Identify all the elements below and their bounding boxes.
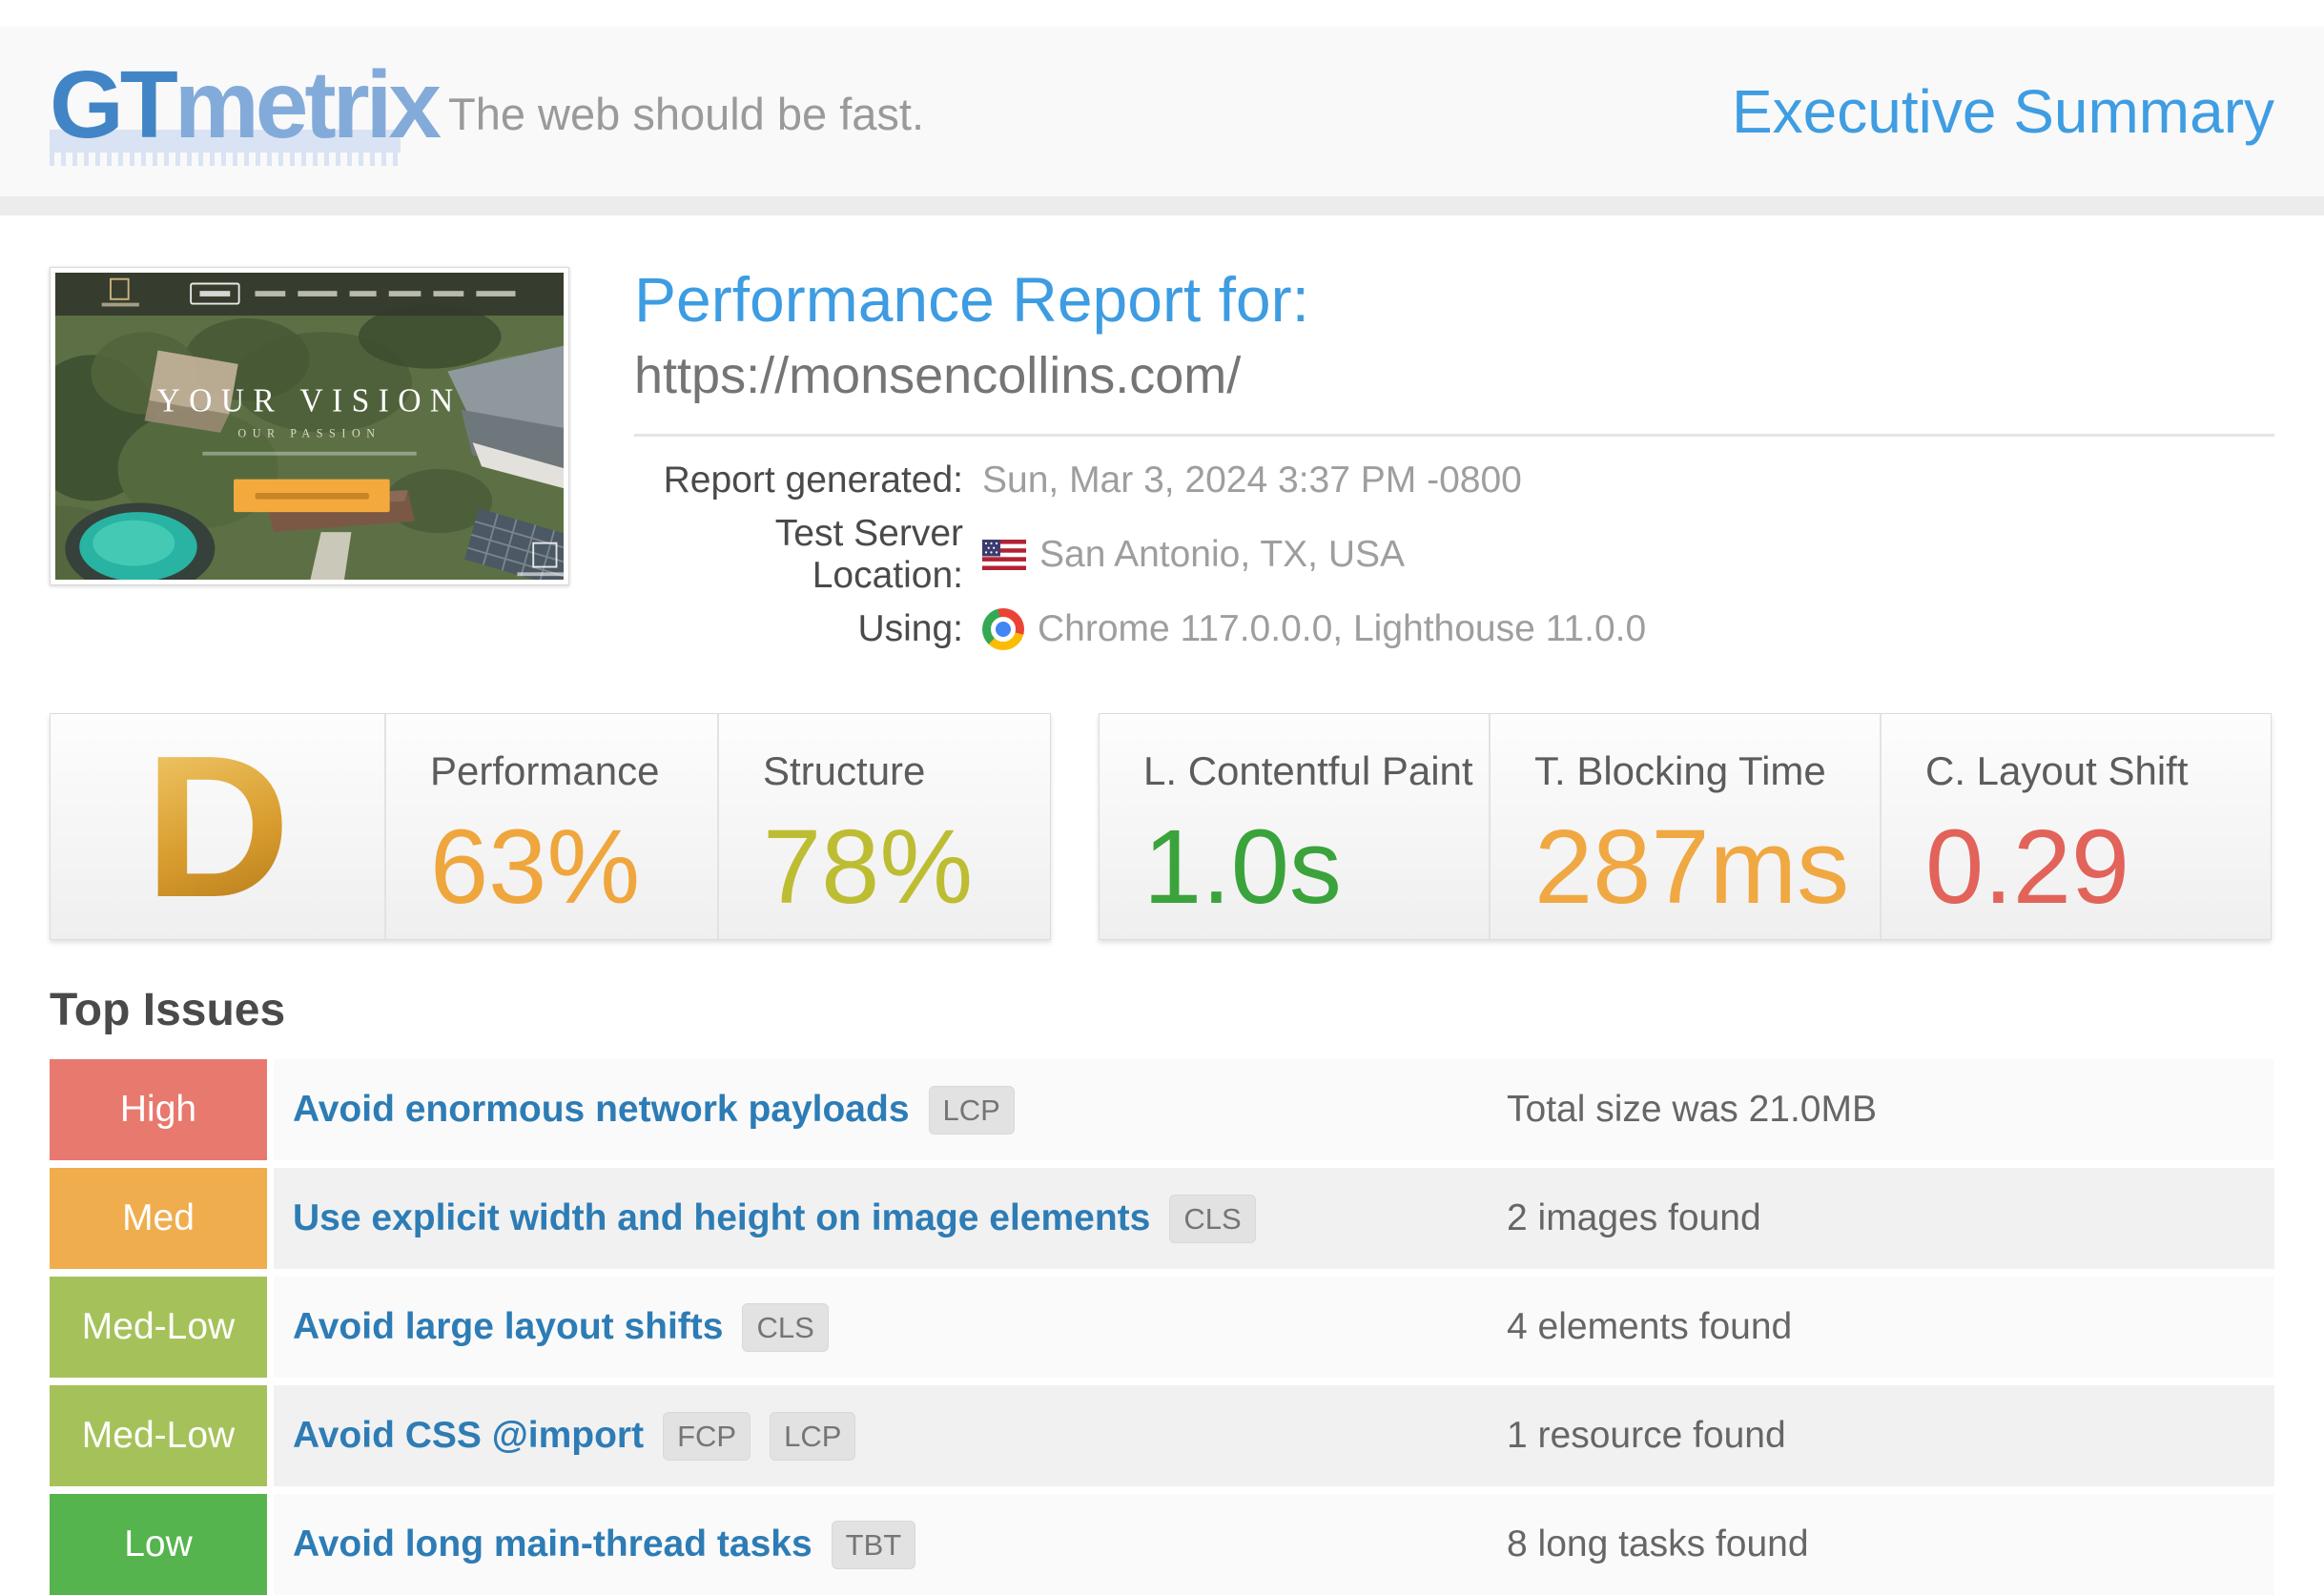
chrome-icon — [982, 608, 1024, 651]
structure-score: Structure 78% — [717, 714, 1050, 940]
metric-tag: LCP — [770, 1411, 856, 1461]
issue-title-link[interactable]: Use explicit width and height on image e… — [293, 1197, 1151, 1239]
grade-cell: D — [51, 714, 384, 939]
issue-row: Low Avoid long main-thread tasks TBT 8 l… — [50, 1494, 2274, 1595]
page-title: Executive Summary — [1731, 77, 2274, 146]
severity-badge: Med — [50, 1168, 267, 1270]
site-thumbnail: YOUR VISION OUR PASSION — [50, 267, 569, 585]
performance-score: Performance 63% — [384, 714, 717, 940]
vital-cls: C. Layout Shift 0.29 — [1880, 714, 2271, 940]
executive-summary-page: GTmetrix The web should be fast. Executi… — [0, 27, 2324, 1595]
issue-row-body: Avoid CSS @import FCP LCP 1 resource fou… — [274, 1385, 2274, 1487]
issue-row-body: Avoid enormous network payloads LCP Tota… — [274, 1059, 2274, 1161]
issue-row-main: Avoid long main-thread tasks TBT — [274, 1520, 1507, 1569]
report-meta: Report generated: Sun, Mar 3, 2024 3:37 … — [634, 460, 2274, 651]
issue-detail: 4 elements found — [1507, 1306, 1793, 1348]
ruler-icon — [50, 130, 401, 166]
divider — [634, 434, 2274, 438]
site-thumbnail-image: YOUR VISION OUR PASSION — [55, 273, 564, 580]
meta-row-location: Test Server Location: — [634, 513, 2274, 597]
issue-title-link[interactable]: Avoid large layout shifts — [293, 1306, 724, 1348]
issue-row: Med-Low Avoid CSS @import FCP LCP 1 reso… — [50, 1385, 2274, 1487]
report-main: YOUR VISION OUR PASSION Performance Repo… — [0, 264, 2324, 1595]
performance-value: 63% — [430, 808, 641, 927]
issue-row-body: Use explicit width and height on image e… — [274, 1168, 2274, 1270]
issue-row: High Avoid enormous network payloads LCP… — [50, 1059, 2274, 1161]
performance-label: Performance — [430, 748, 660, 794]
severity-badge: Med-Low — [50, 1385, 267, 1487]
meta-row-using: Using: Chrome 117.0.0.0, Lighthouse 11.0… — [634, 608, 2274, 651]
top-issues-section: Top Issues High Avoid enormous network p… — [50, 984, 2274, 1595]
logo-gt-text: GT — [50, 51, 178, 158]
severity-badge: High — [50, 1059, 267, 1161]
issue-detail: 8 long tasks found — [1507, 1523, 1809, 1565]
metric-tag: FCP — [663, 1411, 751, 1461]
issue-row: Med Use explicit width and height on ima… — [50, 1168, 2274, 1270]
issue-row-body: Avoid long main-thread tasks TBT 8 long … — [274, 1494, 2274, 1595]
grade-box: D Performance 63% Structure 78% — [50, 713, 1051, 941]
tbt-value: 287ms — [1534, 808, 1850, 927]
using-value: Chrome 117.0.0.0, Lighthouse 11.0.0 — [1038, 608, 1647, 650]
lcp-value: 1.0s — [1143, 808, 1342, 927]
issue-detail: 2 images found — [1507, 1197, 1761, 1239]
issue-row-main: Use explicit width and height on image e… — [274, 1194, 1507, 1243]
structure-label: Structure — [763, 748, 926, 794]
location-value-wrap: San Antonio, TX, USA — [982, 534, 1405, 576]
meta-row-generated: Report generated: Sun, Mar 3, 2024 3:37 … — [634, 460, 2274, 501]
lcp-label: L. Contentful Paint — [1143, 748, 1473, 794]
structure-value: 78% — [763, 808, 974, 927]
report-url[interactable]: https://monsencollins.com/ — [634, 347, 1242, 405]
issues-list: High Avoid enormous network payloads LCP… — [50, 1059, 2274, 1595]
vital-tbt: T. Blocking Time 287ms — [1489, 714, 1880, 940]
metric-tag: CLS — [1169, 1194, 1256, 1243]
thumb-hero-heading: YOUR VISION — [156, 383, 462, 419]
report-title: Performance Report for: — [634, 264, 1309, 335]
tagline: The web should be fast. — [448, 88, 925, 139]
report-head-section: YOUR VISION OUR PASSION Performance Repo… — [50, 264, 2274, 662]
scores-section: D Performance 63% Structure 78% L. Conte… — [50, 713, 2274, 941]
metric-tag: LCP — [928, 1085, 1015, 1135]
thumb-site-logo-icon — [110, 277, 130, 300]
logo-metrix-text: metrix — [174, 51, 442, 158]
issue-row-main: Avoid enormous network payloads LCP — [274, 1085, 1507, 1135]
gtmetrix-logo: GTmetrix — [50, 57, 442, 166]
cls-value: 0.29 — [1925, 808, 2130, 927]
report-header: GTmetrix The web should be fast. Executi… — [0, 27, 2324, 196]
issue-title-link[interactable]: Avoid CSS @import — [293, 1415, 645, 1457]
metric-tag: CLS — [742, 1302, 829, 1352]
vital-lcp: L. Contentful Paint 1.0s — [1100, 714, 1489, 939]
location-label: Test Server Location: — [774, 513, 963, 597]
severity-badge: Low — [50, 1494, 267, 1595]
issue-row-body: Avoid large layout shifts CLS 4 elements… — [274, 1277, 2274, 1379]
generated-value: Sun, Mar 3, 2024 3:37 PM -0800 — [982, 460, 1522, 501]
metric-tag: TBT — [831, 1520, 916, 1569]
top-issues-heading: Top Issues — [50, 985, 286, 1036]
location-value: San Antonio, TX, USA — [1039, 534, 1406, 576]
issue-title-link[interactable]: Avoid long main-thread tasks — [293, 1523, 812, 1565]
us-flag-icon — [982, 540, 1026, 571]
using-label: Using: — [857, 608, 963, 650]
generated-label: Report generated: — [663, 460, 963, 501]
cls-label: C. Layout Shift — [1925, 748, 2189, 794]
tbt-label: T. Blocking Time — [1534, 748, 1826, 794]
severity-badge: Med-Low — [50, 1277, 267, 1379]
issue-row-main: Avoid large layout shifts CLS — [274, 1302, 1507, 1352]
using-value-wrap: Chrome 117.0.0.0, Lighthouse 11.0.0 — [982, 608, 1647, 651]
report-info: Performance Report for: https://monsenco… — [634, 264, 2274, 662]
issue-row: Med-Low Avoid large layout shifts CLS 4 … — [50, 1277, 2274, 1379]
gtmetrix-grade: D — [144, 713, 291, 940]
issue-row-main: Avoid CSS @import FCP LCP — [274, 1411, 1507, 1461]
thumb-hero-subheading: OUR PASSION — [237, 426, 380, 440]
issue-detail: 1 resource found — [1507, 1415, 1786, 1457]
gtmetrix-logo-text: GTmetrix — [50, 57, 442, 153]
header-bottom-strip — [0, 196, 2324, 215]
issue-detail: Total size was 21.0MB — [1507, 1089, 1878, 1131]
issue-title-link[interactable]: Avoid enormous network payloads — [293, 1089, 910, 1131]
web-vitals-box: L. Contentful Paint 1.0s T. Blocking Tim… — [1099, 713, 2272, 941]
